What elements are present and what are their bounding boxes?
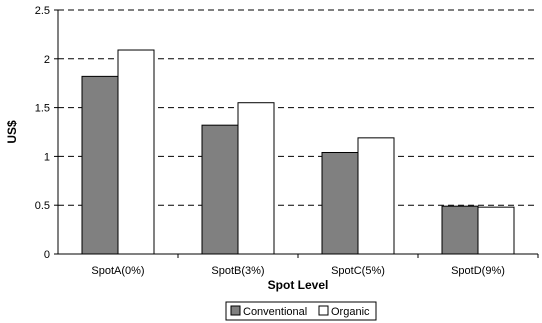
- bar-organic-3: [477, 206, 515, 255]
- y-tick-label: 0: [44, 249, 50, 261]
- bar-organic-1: [237, 102, 275, 255]
- legend-box: [225, 301, 377, 321]
- legend-swatch-organic: [318, 305, 329, 316]
- x-tick-label: SpotC(5%): [331, 265, 385, 277]
- x-tick-label: SpotD(9%): [451, 265, 505, 277]
- y-tick-label: 1: [44, 151, 50, 163]
- legend-swatch-conventional: [230, 305, 241, 316]
- bars: [81, 49, 515, 255]
- y-axis-title: US$: [5, 120, 19, 144]
- x-axis-title: Spot Level: [268, 278, 329, 292]
- y-tick-label: 2: [44, 54, 50, 66]
- x-tick-label: SpotA(0%): [91, 265, 144, 277]
- bar-conventional-2: [321, 151, 359, 255]
- bar-conventional-3: [441, 205, 479, 255]
- bar-organic-0: [117, 49, 155, 255]
- x-tick-label: SpotB(3%): [211, 265, 264, 277]
- x-tick-labels: SpotA(0%) SpotB(3%) SpotC(5%) SpotD(9%): [91, 254, 539, 277]
- bar-organic-2: [357, 137, 395, 255]
- y-tick-labels: 0 0.5 1 1.5 2 2.5: [35, 5, 58, 261]
- legend-label-conventional: Conventional: [243, 306, 307, 318]
- legend: Conventional Organic: [225, 301, 377, 321]
- bar-conventional-1: [201, 124, 239, 255]
- y-tick-label: 1.5: [35, 103, 50, 115]
- legend-label-organic: Organic: [331, 306, 370, 318]
- y-tick-label: 2.5: [35, 5, 50, 17]
- y-tick-label: 0.5: [35, 200, 50, 212]
- bar-conventional-0: [81, 75, 119, 255]
